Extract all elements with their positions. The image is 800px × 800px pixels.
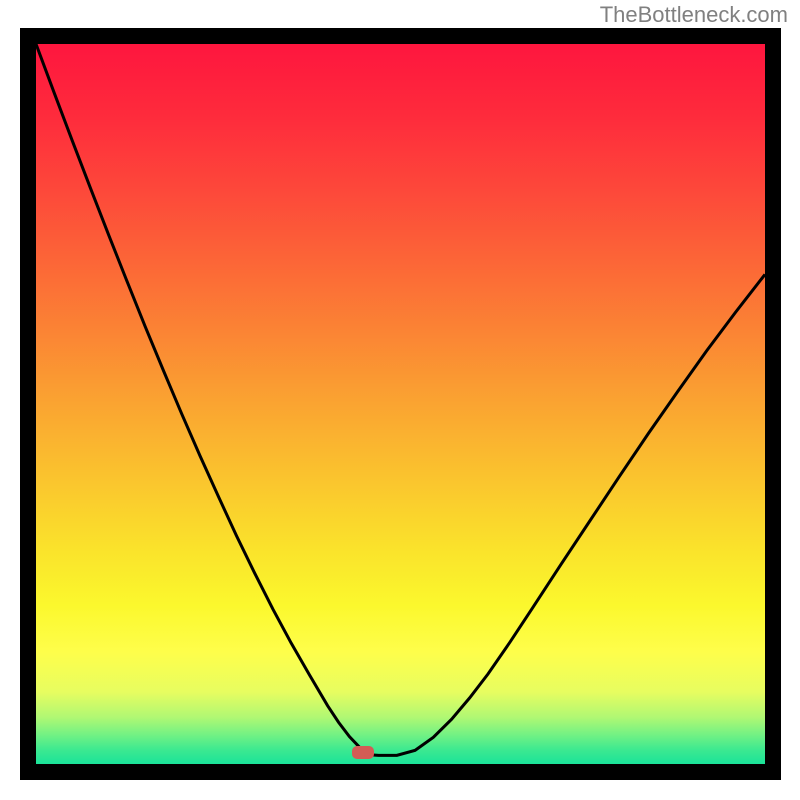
- watermark-text: TheBottleneck.com: [600, 2, 788, 28]
- plot-area: [36, 44, 765, 764]
- chart-container: TheBottleneck.com: [0, 0, 800, 800]
- bottleneck-curve: [36, 44, 765, 764]
- optimal-point-marker: [352, 746, 374, 759]
